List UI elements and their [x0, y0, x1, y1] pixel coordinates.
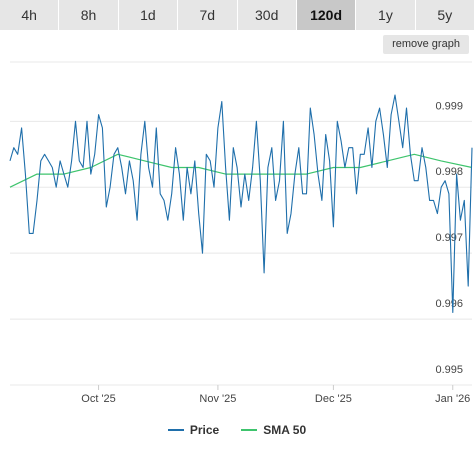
legend-price-swatch [167, 429, 184, 431]
y-axis: 0.999 0.998 0.997 0.996 0.995 [435, 100, 463, 376]
legend-price-label: Price [189, 423, 220, 437]
y-tick-label: 0.998 [435, 166, 463, 178]
chart-legend: Price SMA 50 [0, 420, 474, 440]
grid-layer [10, 61, 472, 386]
y-tick-label: 0.996 [435, 298, 463, 310]
tab-5y[interactable]: 5y [415, 0, 474, 30]
tab-30d[interactable]: 30d [237, 0, 297, 30]
tab-4h[interactable]: 4h [0, 0, 60, 30]
x-tick-label: Jan '26 [435, 393, 470, 405]
tab-120d[interactable]: 120d [296, 0, 357, 30]
legend-sma-50-label: SMA 50 [263, 423, 307, 437]
series-layer [9, 94, 473, 314]
x-tick-label: Nov '25 [199, 393, 236, 405]
series-line-price [9, 94, 473, 314]
y-tick-label: 0.995 [435, 364, 463, 376]
tab-1y[interactable]: 1y [356, 0, 416, 30]
y-tick-label: 0.999 [435, 100, 463, 112]
x-axis: Oct '25 Nov '25 Dec '25 Jan '26 [81, 385, 470, 405]
x-tick-label: Dec '25 [315, 393, 352, 405]
tab-1d[interactable]: 1d [118, 0, 179, 30]
legend-sma-50-swatch [241, 429, 258, 431]
legend-item-price[interactable]: Price [167, 423, 220, 437]
tab-7d[interactable]: 7d [178, 0, 238, 30]
series-line-sma-50 [9, 153, 473, 188]
y-tick-label: 0.997 [435, 232, 463, 244]
remove-graph-button[interactable]: remove graph [383, 35, 469, 54]
x-tick-label: Oct '25 [81, 393, 116, 405]
tab-8h[interactable]: 8h [59, 0, 119, 30]
timeframe-tabs: 4h 8h 1d 7d 30d 120d 1y 5y [0, 0, 474, 30]
legend-item-sma-50[interactable]: SMA 50 [241, 423, 306, 437]
